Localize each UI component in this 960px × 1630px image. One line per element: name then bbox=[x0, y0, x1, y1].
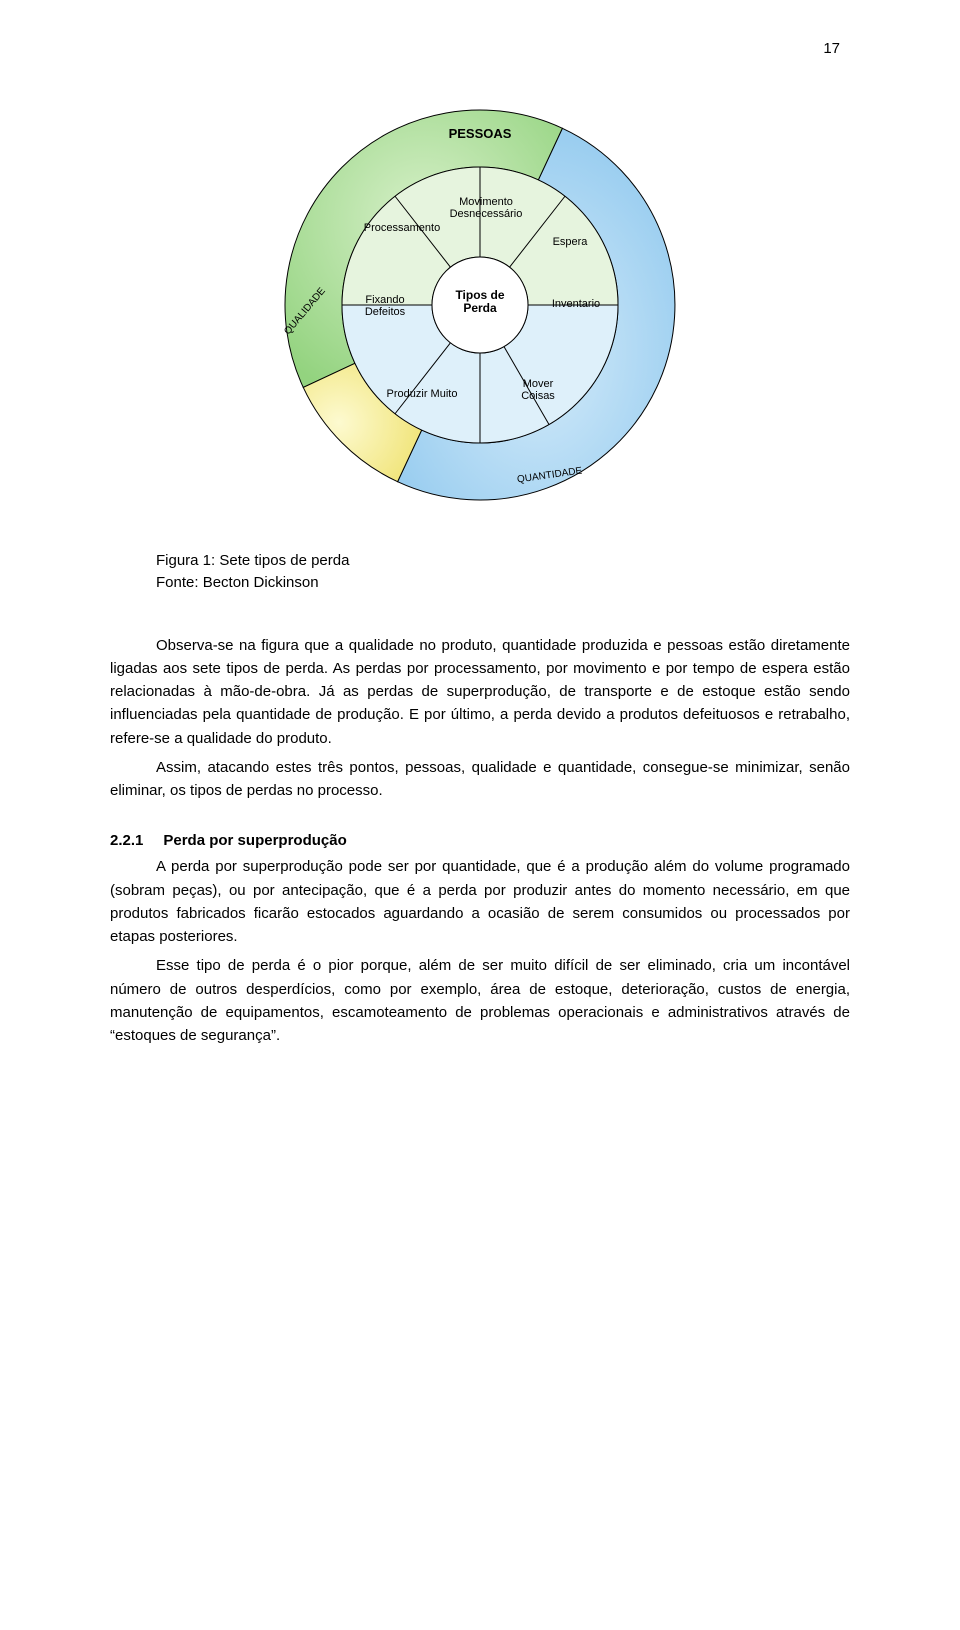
section-number: 2.2.1 bbox=[110, 832, 143, 849]
svg-text:PESSOAS: PESSOAS bbox=[449, 126, 512, 141]
svg-text:Produzir Muito: Produzir Muito bbox=[387, 388, 458, 400]
svg-text:Espera: Espera bbox=[553, 236, 589, 248]
svg-text:Inventario: Inventario bbox=[552, 298, 600, 310]
figure-caption: Figura 1: Sete tipos de perda Fonte: Bec… bbox=[156, 550, 850, 594]
svg-text:FixandoDefeitos: FixandoDefeitos bbox=[365, 294, 406, 318]
svg-text:MovimentoDesnecessário: MovimentoDesnecessário bbox=[450, 196, 523, 220]
seven-wastes-diagram: PESSOASQUALIDADEQUANTIDADEProcessamentoM… bbox=[220, 75, 740, 520]
section-heading: 2.2.1 Perda por superprodução bbox=[110, 832, 850, 849]
svg-text:MoverCoisas: MoverCoisas bbox=[521, 378, 555, 402]
page-number: 17 bbox=[110, 40, 850, 57]
svg-text:Processamento: Processamento bbox=[364, 222, 440, 234]
paragraph-1: Observa-se na figura que a qualidade no … bbox=[110, 634, 850, 750]
caption-line1: Figura 1: Sete tipos de perda bbox=[156, 552, 349, 569]
diagram-svg: PESSOASQUALIDADEQUANTIDADEProcessamentoM… bbox=[220, 75, 740, 515]
paragraph-4: Esse tipo de perda é o pior porque, além… bbox=[110, 954, 850, 1047]
paragraph-3: A perda por superprodução pode ser por q… bbox=[110, 855, 850, 948]
paragraph-2: Assim, atacando estes três pontos, pesso… bbox=[110, 756, 850, 803]
section-title: Perda por superprodução bbox=[163, 832, 346, 849]
body-text: Observa-se na figura que a qualidade no … bbox=[110, 634, 850, 1048]
caption-line2: Fonte: Becton Dickinson bbox=[156, 574, 319, 591]
